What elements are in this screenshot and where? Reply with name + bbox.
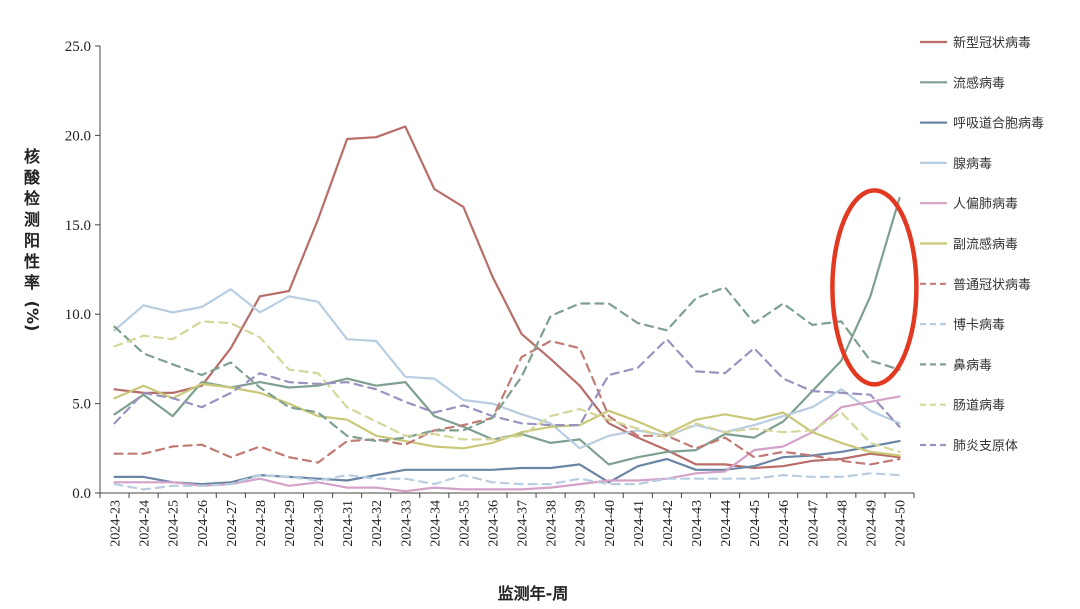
legend-label: 肠道病毒 (953, 399, 1005, 414)
legend-label: 副流感病毒 (953, 237, 1018, 253)
x-tick-label: 2024-37 (516, 500, 531, 547)
highlight-ellipse (830, 188, 919, 387)
legend-label: 普通冠状病毒 (953, 278, 1031, 293)
y-axis-title-char: 核 (24, 147, 40, 166)
y-tick-label: 25.0 (65, 39, 91, 55)
x-tick-label: 2024-34 (428, 500, 443, 547)
y-axis-title-char: 酸 (24, 168, 41, 187)
x-tick-label: 2024-50 (893, 500, 908, 547)
series-line (113, 338, 901, 428)
x-tick-label: 2024-28 (254, 500, 269, 547)
series-line (113, 125, 901, 470)
x-tick-label: 2024-45 (748, 500, 763, 547)
series-line (113, 286, 901, 443)
x-tick-label: 2024-30 (312, 500, 327, 547)
legend-label: 肺炎支原体 (953, 439, 1018, 454)
x-tick-label: 2024-48 (835, 500, 850, 547)
x-tick-label: 2024-35 (457, 500, 472, 547)
y-tick-label: 0.0 (72, 486, 91, 502)
y-axis-title-unit: (%) (23, 301, 42, 332)
legend-label: 鼻病毒 (953, 357, 992, 373)
legend-label: 新型冠状病毒 (953, 35, 1031, 51)
x-tick-label: 2024-38 (545, 500, 560, 547)
x-tick-label: 2024-25 (167, 500, 182, 547)
x-tick-label: 2024-26 (196, 500, 211, 547)
y-tick-label: 15.0 (65, 218, 91, 234)
y-tick-label: 10.0 (65, 307, 91, 323)
x-tick-label: 2024-44 (719, 500, 734, 547)
series-line (113, 320, 901, 453)
x-tick-labels: 2024-23 2024-24 2024-25 2024-26 2024-27 2024-… (99, 493, 915, 547)
series-line (113, 196, 901, 466)
x-tick-label: 2024-41 (632, 500, 647, 547)
annotation (830, 188, 919, 387)
legend-label: 人偏肺病毒 (953, 197, 1018, 212)
legend-label: 流感病毒 (953, 75, 1005, 91)
x-tick-label: 2024-42 (661, 500, 676, 547)
y-tick-label: 5.0 (72, 397, 91, 413)
x-tick-label: 2024-31 (341, 500, 356, 547)
legend: 新型冠状病毒流感病毒呼吸道合胞病毒腺病毒人偏肺病毒副流感病毒普通冠状病毒博卡病毒… (920, 35, 1044, 454)
x-tick-label: 2024-49 (864, 500, 879, 547)
x-tick-label: 2024-46 (777, 500, 792, 547)
series-line (113, 395, 901, 493)
x-tick-label: 2024-47 (806, 500, 821, 547)
y-axis-title-char: 检 (24, 189, 40, 208)
axes (99, 46, 914, 494)
y-axis-title-char: 测 (24, 210, 40, 229)
series-lines (113, 125, 901, 493)
series-line (113, 288, 901, 450)
x-tick-label: 2024-27 (225, 500, 240, 547)
legend-label: 博卡病毒 (953, 318, 1005, 333)
x-tick-label: 2024-33 (399, 500, 414, 547)
x-tick-label: 2024-39 (574, 500, 589, 547)
x-tick-label: 2024-36 (486, 500, 501, 547)
y-axis-title-char: 率 (24, 273, 40, 292)
legend-label: 呼吸道合胞病毒 (953, 117, 1044, 132)
x-tick-label: 2024-40 (603, 500, 618, 547)
x-tick-label: 2024-24 (138, 500, 153, 547)
legend-label: 腺病毒 (953, 157, 992, 172)
x-tick-label: 2024-32 (370, 500, 385, 547)
series-line (113, 472, 901, 491)
y-axis-title-char: 阳 (24, 231, 40, 250)
x-axis-title: 监测年-周 (498, 584, 569, 603)
x-tick-label: 2024-23 (109, 500, 124, 547)
x-tick-label: 2024-29 (283, 500, 298, 547)
y-axis-title-char: 性 (24, 252, 40, 271)
y-tick-labels: 0.0 5.0 10.0 15.0 20.0 25.0 (65, 39, 100, 502)
y-tick-label: 20.0 (65, 128, 91, 144)
x-tick-label: 2024-43 (690, 500, 705, 547)
